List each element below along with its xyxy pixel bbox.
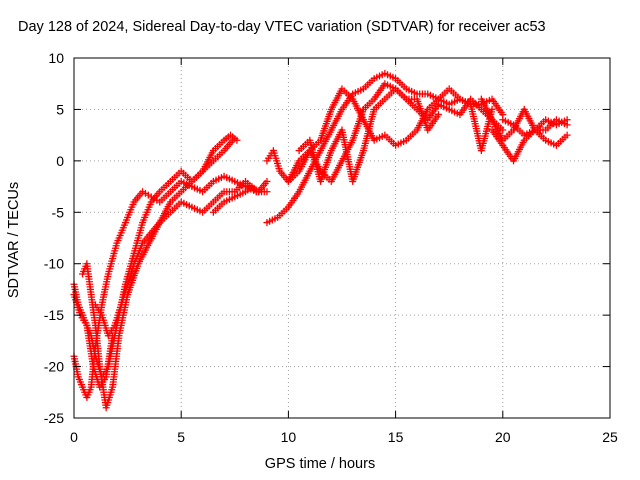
y-tick-label: -20 bbox=[44, 359, 64, 375]
data-point bbox=[563, 131, 571, 139]
x-tick-label: 5 bbox=[177, 429, 185, 445]
data-point bbox=[499, 126, 507, 134]
y-axis-label: SDTVAR / TECUs bbox=[6, 181, 22, 299]
data-point bbox=[434, 111, 442, 119]
y-tick-label: -25 bbox=[44, 410, 64, 426]
x-tick-label: 20 bbox=[495, 429, 511, 445]
data-point bbox=[229, 136, 237, 144]
y-tick-label: 0 bbox=[56, 153, 64, 169]
y-tick-label: 10 bbox=[48, 50, 64, 66]
x-tick-label: 10 bbox=[281, 429, 297, 445]
x-tick-label: 25 bbox=[602, 429, 618, 445]
x-tick-label: 0 bbox=[70, 429, 78, 445]
chart-title: Day 128 of 2024, Sidereal Day-to-day VTE… bbox=[18, 19, 546, 35]
plot-frame bbox=[73, 57, 611, 419]
data-point bbox=[109, 332, 117, 340]
x-tick-label: 15 bbox=[388, 429, 404, 445]
y-tick-label: -5 bbox=[52, 204, 65, 220]
data-point bbox=[263, 177, 271, 185]
y-tick-label: -10 bbox=[44, 256, 64, 272]
axis-ticks: 0 5 10 15 20 25 -25 -20 -15 -10 -5 0 5 10 bbox=[44, 50, 618, 445]
data-point bbox=[563, 121, 571, 129]
data-points bbox=[70, 69, 571, 412]
x-axis-label: GPS time / hours bbox=[264, 456, 376, 472]
data-point bbox=[263, 188, 271, 196]
y-tick-label: -15 bbox=[44, 307, 64, 323]
data-point bbox=[488, 105, 496, 113]
y-tick-label: 5 bbox=[56, 101, 64, 117]
